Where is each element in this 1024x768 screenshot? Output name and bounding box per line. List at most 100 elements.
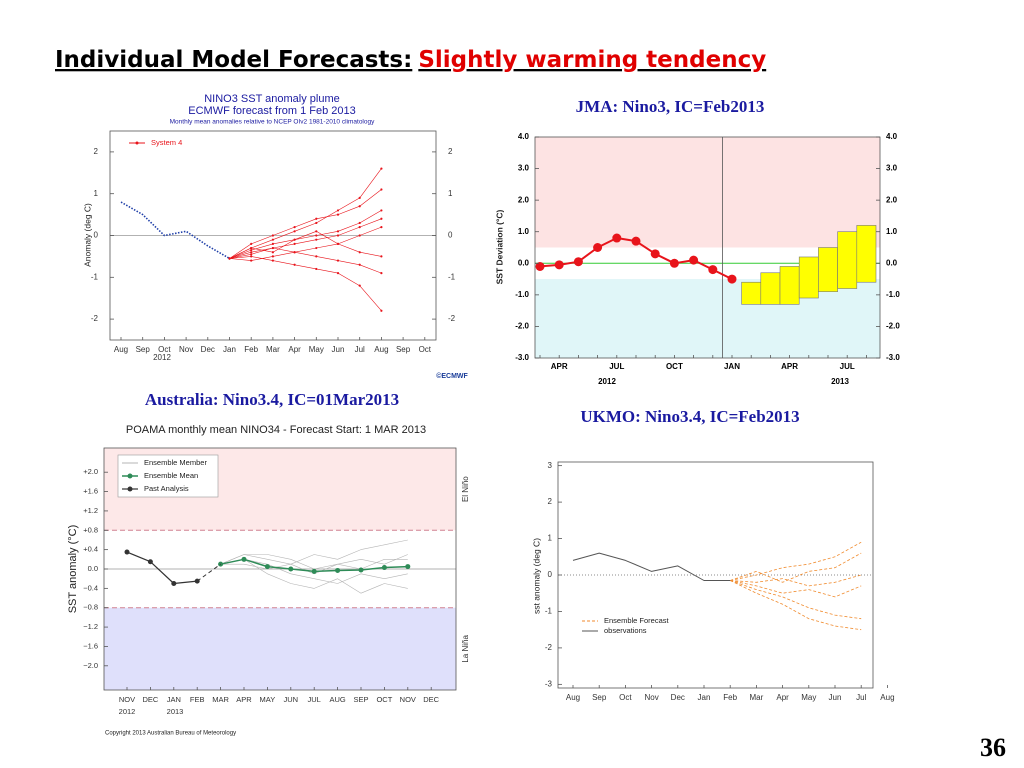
y-tick-label: -1 xyxy=(545,607,553,616)
point xyxy=(405,564,411,570)
y-tick-label: 0.0 xyxy=(886,258,898,267)
band xyxy=(535,279,880,358)
x-tick-label: Oct xyxy=(158,345,171,354)
x-tick-label: JUL xyxy=(308,695,321,704)
point xyxy=(650,249,660,259)
x-tick-label: Dec xyxy=(671,693,685,702)
ensemble-line xyxy=(229,189,382,259)
point xyxy=(554,260,564,270)
x-tick-label: JUL xyxy=(840,362,855,371)
y-tick-label: −0.4 xyxy=(83,583,98,592)
point xyxy=(315,255,318,258)
x-tick-label: Sep xyxy=(136,345,151,354)
x-tick-label: Jun xyxy=(332,345,345,354)
point xyxy=(124,549,130,555)
y-tick-label: -3 xyxy=(545,679,553,688)
y-tick-label: 3 xyxy=(548,461,553,470)
y-tick-label: -2 xyxy=(545,643,553,652)
forecast-range xyxy=(741,281,762,305)
chart: Australia: Nino3.4, IC=01Mar2013 POAMA mo… xyxy=(67,390,470,737)
y-axis-label: SST Deviation (°C) xyxy=(494,209,504,284)
x-tick-label: DEC xyxy=(142,695,158,704)
x-tick-label: Jul xyxy=(355,345,365,354)
year-label: 2012 xyxy=(119,707,136,716)
y-tick-label: -3.0 xyxy=(886,353,900,362)
series-line xyxy=(120,201,230,260)
x-tick-label: May xyxy=(801,693,816,702)
x-tick-label: Jun xyxy=(829,693,842,702)
y-tick-label: 0.0 xyxy=(518,258,530,267)
band xyxy=(535,137,880,248)
y-tick-label: 1 xyxy=(548,534,553,543)
point xyxy=(271,238,274,241)
y-tick-label: 3.0 xyxy=(886,164,898,173)
ensemble-line xyxy=(229,210,382,259)
chart-title: UKMO: Nino3.4, IC=Feb2013 xyxy=(580,407,799,426)
x-tick-label: Nov xyxy=(179,345,193,354)
ensemble-line xyxy=(730,552,862,583)
y-tick-label: +0.4 xyxy=(83,545,98,554)
legend-label: System 4 xyxy=(151,138,182,147)
point xyxy=(250,259,253,262)
point xyxy=(271,246,274,250)
y-tick-label: -1 xyxy=(91,272,99,281)
point xyxy=(293,230,296,233)
point xyxy=(311,568,317,574)
chart-title: JMA: Nino3, IC=Feb2013 xyxy=(576,97,765,116)
connector xyxy=(196,563,221,582)
ensemble-line xyxy=(220,539,408,565)
forecast-range xyxy=(779,266,800,305)
x-tick-label: May xyxy=(309,345,324,354)
point xyxy=(336,234,340,237)
x-tick-label: Apr xyxy=(288,345,301,354)
point xyxy=(293,226,296,229)
legend-label: observations xyxy=(604,626,647,635)
point xyxy=(358,567,364,573)
x-tick-label: APR xyxy=(236,695,252,704)
point xyxy=(593,243,603,252)
chart-title: POAMA monthly mean NINO34 - Forecast Sta… xyxy=(126,424,426,436)
ensemble-line xyxy=(730,541,862,581)
point xyxy=(358,234,361,237)
point xyxy=(358,221,361,225)
x-tick-label: MAY xyxy=(260,695,276,704)
chart-header: Australia: Nino3.4, IC=01Mar2013 xyxy=(145,390,399,409)
chart-subtitle: ECMWF forecast from 1 Feb 2013 xyxy=(188,105,356,117)
point xyxy=(336,213,340,216)
point xyxy=(250,251,253,254)
y-axis-label: Anomaly (deg C) xyxy=(82,203,92,267)
x-tick-label: JAN xyxy=(167,695,181,704)
series-line xyxy=(126,551,198,585)
y-tick-label: -1.0 xyxy=(515,290,529,299)
point xyxy=(727,274,737,284)
y-tick-label: −0.8 xyxy=(83,603,98,612)
x-tick-label: Nov xyxy=(644,693,658,702)
x-tick-label: Feb xyxy=(244,345,258,354)
point xyxy=(358,251,361,254)
x-tick-label: Jan xyxy=(223,345,236,354)
point xyxy=(380,217,383,220)
ensemble-line xyxy=(730,580,862,598)
forecast-range xyxy=(798,256,819,299)
y-tick-label: −2.0 xyxy=(83,661,98,670)
plot-background xyxy=(558,462,873,688)
x-tick-label: Mar xyxy=(266,345,280,354)
point xyxy=(380,209,383,212)
y-tick-label: 0 xyxy=(448,231,453,240)
chart-credit: Copyright 2013 Australian Bureau of Mete… xyxy=(105,731,236,737)
point xyxy=(336,272,340,275)
forecast-range xyxy=(818,247,838,293)
plot-frame xyxy=(534,136,881,359)
point xyxy=(631,236,641,246)
point xyxy=(689,255,699,265)
legend-label: Ensemble Forecast xyxy=(604,616,670,625)
legend-marker xyxy=(135,141,139,145)
y-tick-label: −1.6 xyxy=(83,641,98,650)
chart: JMA: Nino3, IC=Feb2013 -3.0 -3.0 -2.0 -2.0 -1… xyxy=(494,97,900,386)
y-tick-label: -2.0 xyxy=(886,322,900,331)
point xyxy=(358,196,361,199)
y-tick-label: 3.0 xyxy=(518,164,530,173)
chart-note: Monthly mean anomalies relative to NCEP … xyxy=(170,119,375,126)
